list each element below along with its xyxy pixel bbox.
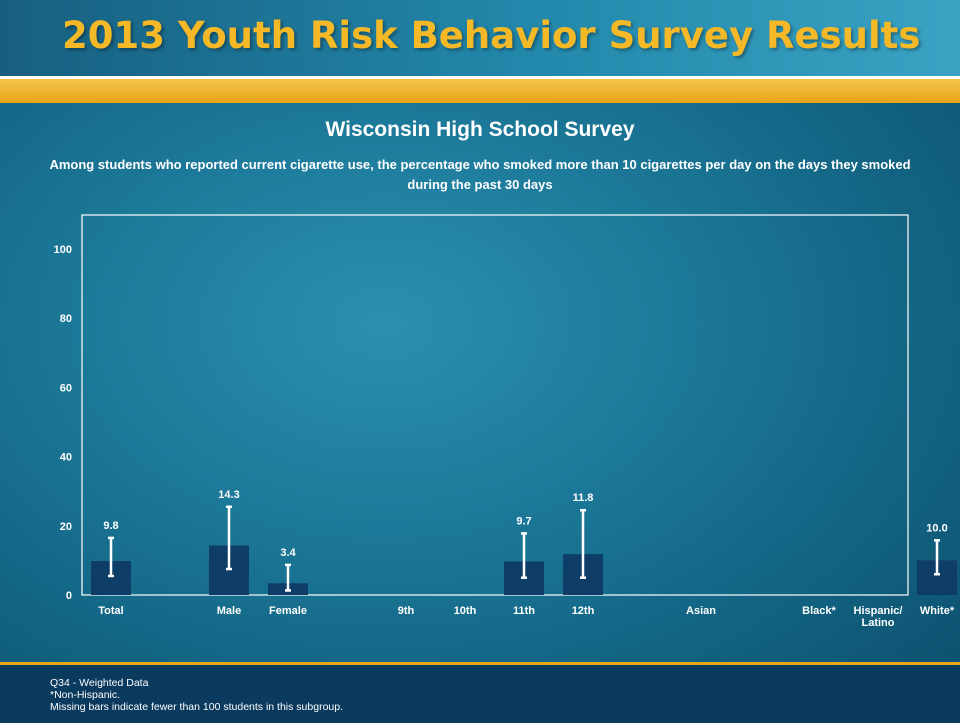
x-tick-label: Male [217, 605, 241, 617]
bar-chart: 0 20 40 60 80 100 9.8 Total 14.3 Male 3.4 Female 9th… [54, 214, 957, 629]
y-tick-label: 100 [54, 244, 72, 256]
x-tick-label: 12th [572, 605, 595, 617]
y-tick-label: 60 [60, 382, 72, 394]
footer: Q34 - Weighted Data *Non-Hispanic. Missi… [0, 662, 960, 723]
data-label: 10.0 [926, 522, 947, 534]
x-tick-label: 11th [513, 605, 535, 617]
x-tick-label: Latino [862, 617, 895, 629]
y-tick-label: 20 [60, 521, 72, 533]
chart-title: Wisconsin High School Survey [325, 118, 635, 141]
data-label: 9.8 [103, 520, 118, 532]
y-tick-label: 40 [60, 452, 72, 464]
header-divider-white [0, 76, 960, 79]
x-tick-label: 10th [454, 605, 477, 617]
data-label: 14.3 [218, 489, 239, 501]
data-label: 11.8 [573, 492, 594, 504]
x-tick-label: Female [269, 605, 307, 617]
x-tick-label: Black* [802, 605, 836, 617]
x-tick-label: Asian [686, 605, 716, 617]
x-tick-label: Total [98, 605, 123, 617]
footer-note-data: Q34 - Weighted Data [50, 677, 149, 689]
header-divider-gold [0, 79, 960, 103]
data-label: 3.4 [280, 547, 296, 559]
x-tick-label: White* [920, 605, 955, 617]
footer-note-nonhispanic: *Non-Hispanic. [50, 689, 121, 701]
y-tick-label: 0 [66, 590, 72, 602]
y-tick-label: 80 [60, 313, 72, 325]
plot-frame [81, 214, 909, 596]
page-title: 2013 Youth Risk Behavior Survey Results [62, 14, 921, 57]
data-label: 9.7 [516, 515, 531, 527]
footer-note-missing: Missing bars indicate fewer than 100 stu… [50, 701, 344, 713]
x-tick-label: Hispanic/ [854, 605, 903, 617]
header-banner: 2013 Youth Risk Behavior Survey Results [0, 0, 960, 76]
x-tick-label: 9th [398, 605, 415, 617]
chart-subtitle: Among students who reported current ciga… [49, 157, 911, 192]
